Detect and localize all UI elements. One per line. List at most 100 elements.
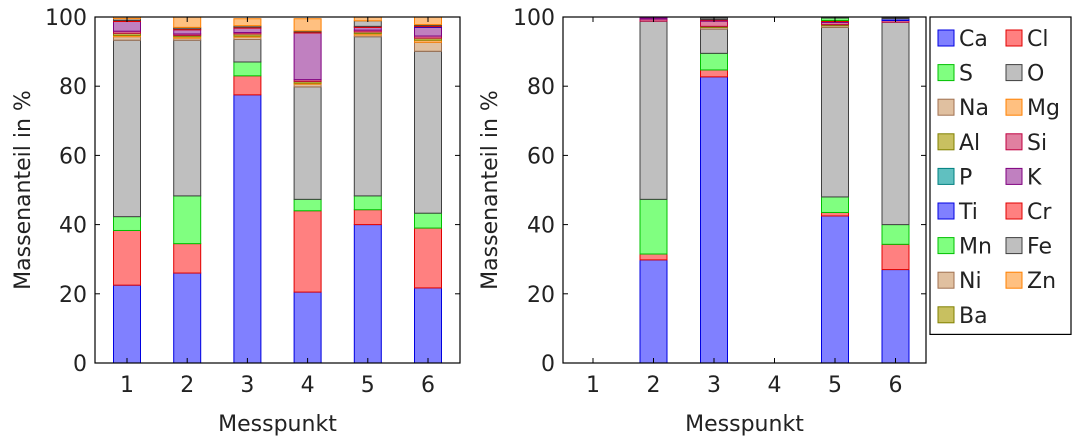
x-tick-label: 5 — [828, 373, 842, 398]
x-tick-label: 4 — [768, 373, 782, 398]
bar-segment-k-4 — [293, 32, 322, 81]
x-tick-label: 3 — [240, 373, 254, 398]
bar-segment-cl-5 — [353, 209, 382, 226]
bar-segment-s-4 — [293, 198, 322, 212]
legend-label-s: S — [959, 62, 973, 87]
bar-segment-cl-6 — [414, 227, 442, 289]
bar-segment-s-2 — [173, 195, 202, 245]
x-tick-label: 5 — [361, 373, 375, 398]
bar-segment-s-5 — [353, 195, 382, 211]
plot-frame — [562, 16, 927, 364]
y-tick-label: 100 — [513, 6, 555, 31]
bar-segment-ca-6 — [881, 269, 910, 364]
bar-segment-s-2 — [639, 198, 668, 255]
x-axis-label: Messpunkt — [218, 412, 337, 437]
bar-segment-ca-4 — [293, 291, 322, 364]
bar-segment-s-3 — [700, 52, 728, 71]
y-tick-label: 60 — [527, 144, 555, 169]
y-axis-label: Massenanteil in % — [478, 90, 503, 290]
legend-label-zn: Zn — [1027, 269, 1056, 294]
bar-segment-o-6 — [414, 50, 442, 214]
y-tick-label: 80 — [59, 75, 87, 100]
bar-segment-ca-1 — [113, 284, 141, 364]
bar-segment-ca-3 — [700, 76, 728, 364]
bar-segment-k-2 — [173, 29, 202, 35]
legend-swatch-s — [937, 64, 955, 82]
legend-label-ba: Ba — [959, 304, 988, 329]
legend-swatch-ba — [937, 306, 955, 324]
bar-segment-cl-3 — [700, 69, 728, 78]
legend-label-na: Na — [959, 96, 989, 121]
bar-segment-s-3 — [233, 61, 262, 77]
legend-swatch-cl — [1005, 29, 1023, 47]
legend-swatch-mn — [937, 237, 955, 255]
bar-segment-o-2 — [639, 20, 668, 200]
bar-segment-cl-6 — [881, 243, 910, 271]
x-tick-label: 1 — [120, 373, 134, 398]
y-tick-label: 80 — [527, 75, 555, 100]
legend: Ca Cl S O Na Mg Al Si P K Ti Cr Mn Fe Ni Zn Ba — [929, 16, 1072, 335]
legend-label-fe: Fe — [1027, 235, 1052, 260]
legend-swatch-al — [937, 133, 955, 151]
bar-segment-o-1 — [113, 39, 141, 218]
legend-swatch-mg — [1005, 98, 1023, 116]
bar-segment-o-4 — [293, 86, 322, 200]
legend-label-ti: Ti — [958, 200, 978, 225]
legend-label-mn: Mn — [959, 235, 992, 260]
bar-segment-na-6 — [414, 41, 442, 52]
y-axis-label: Massenanteil in % — [11, 90, 36, 290]
bar-segment-s-5 — [821, 196, 849, 213]
legend-swatch-o — [1005, 64, 1023, 82]
legend-label-k: K — [1027, 165, 1042, 190]
bar-segment-ca-5 — [821, 215, 849, 364]
legend-label-cr: Cr — [1027, 200, 1052, 225]
bar-segment-o-2 — [173, 39, 202, 197]
legend-swatch-zn — [1005, 271, 1023, 289]
bar-segment-cl-3 — [233, 75, 262, 96]
bar-segment-ca-6 — [414, 287, 442, 364]
y-tick-label: 40 — [59, 214, 87, 239]
y-tick-label: 20 — [527, 283, 555, 308]
legend-swatch-ti — [937, 202, 955, 220]
bar-segment-na-1 — [113, 36, 141, 41]
legend-label-ca: Ca — [959, 27, 988, 52]
bar-segment-cl-2 — [639, 253, 668, 261]
x-tick-label: 3 — [707, 373, 721, 398]
bar-segment-ca-2 — [639, 259, 668, 364]
y-tick-label: 40 — [527, 214, 555, 239]
plot-frame — [94, 16, 461, 364]
bar-segment-k-1 — [113, 21, 141, 32]
y-tick-label: 20 — [59, 283, 87, 308]
x-tick-label: 6 — [889, 373, 903, 398]
x-axis-label: Messpunkt — [685, 412, 804, 437]
legend-swatch-ca — [937, 29, 955, 47]
bar-segment-o-5 — [821, 26, 849, 198]
x-tick-label: 2 — [180, 373, 194, 398]
chart-right: 0 20 40 60 80 100 1 2 3 4 5 6 Messpunkt Massenanteil … — [478, 6, 927, 437]
bar-segment-cl-5 — [821, 211, 849, 217]
bar-segment-s-6 — [414, 212, 442, 229]
bar-segment-cl-2 — [173, 243, 202, 274]
legend-swatch-k — [1005, 167, 1023, 185]
legend-label-si: Si — [1027, 131, 1047, 156]
legend-label-o: O — [1027, 62, 1044, 87]
bar-segment-cl-1 — [113, 229, 141, 286]
legend-swatch-ni — [937, 271, 955, 289]
bar-segment-ca-5 — [353, 224, 382, 364]
bar-segment-ca-3 — [233, 94, 262, 364]
legend-label-p: P — [959, 165, 972, 190]
bar-segment-cl-4 — [293, 210, 322, 293]
legend-swatch-cr — [1005, 202, 1023, 220]
bar-segment-o-5 — [353, 36, 382, 197]
x-tick-label: 2 — [647, 373, 661, 398]
bar-segment-o-3 — [233, 38, 262, 63]
legend-swatch-fe — [1005, 237, 1023, 255]
bar-segment-o-3 — [700, 28, 728, 54]
legend-label-ni: Ni — [959, 269, 982, 294]
legend-label-mg: Mg — [1027, 96, 1060, 121]
y-tick-label: 0 — [73, 352, 87, 377]
bar-segment-o-6 — [881, 21, 910, 226]
y-tick-label: 100 — [45, 6, 87, 31]
legend-label-al: Al — [959, 131, 980, 156]
